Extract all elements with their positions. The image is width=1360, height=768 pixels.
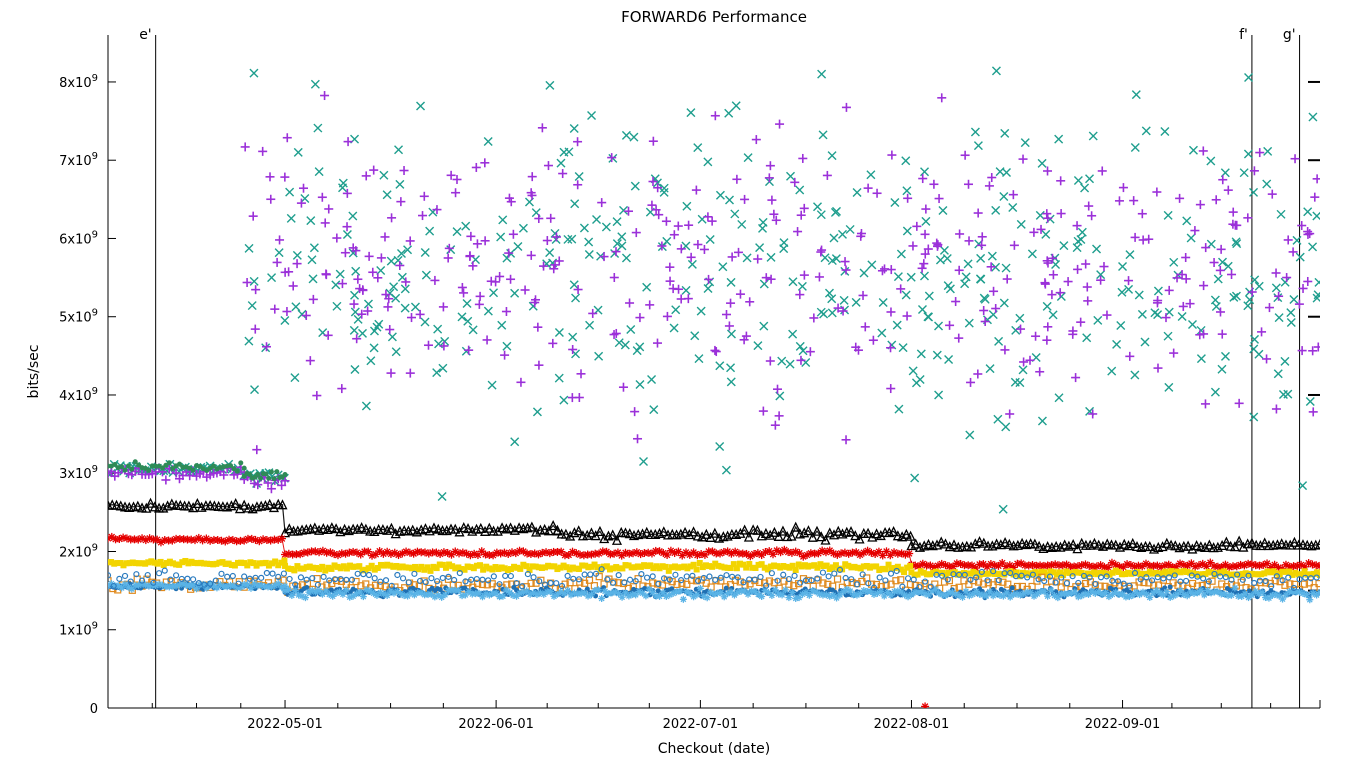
chart-title: FORWARD6 Performance [621, 8, 807, 26]
performance-chart: FORWARD6 Performance 2022-05-01 2022-06-01… [0, 0, 1360, 768]
event-marker-label: g' [1283, 27, 1296, 43]
y-tick-label: 0 [90, 702, 98, 717]
event-marker-label: f' [1239, 27, 1248, 43]
x-tick-label: 2022-08-01 [874, 717, 950, 732]
y-axis-label: bits/sec [26, 345, 42, 399]
chart-container: FORWARD6 Performance 2022-05-01 2022-06-01… [0, 0, 1360, 768]
x-axis-label: Checkout (date) [658, 741, 770, 757]
x-tick-label: 2022-07-01 [663, 717, 739, 732]
x-tick-label: 2022-05-01 [247, 717, 323, 732]
event-marker-label: e' [139, 27, 151, 43]
x-tick-label: 2022-09-01 [1085, 717, 1161, 732]
x-tick-label: 2022-06-01 [458, 717, 534, 732]
